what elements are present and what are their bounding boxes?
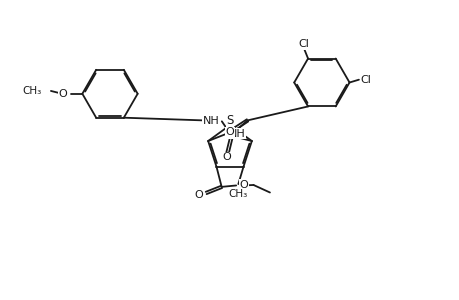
- Text: O: O: [222, 152, 231, 162]
- Text: O: O: [239, 180, 248, 190]
- Text: O: O: [58, 89, 67, 99]
- Text: NH: NH: [228, 128, 245, 139]
- Text: O: O: [225, 127, 234, 137]
- Text: Cl: Cl: [360, 75, 370, 85]
- Text: CH₃: CH₃: [228, 190, 247, 200]
- Text: S: S: [226, 114, 233, 127]
- Text: O: O: [194, 190, 202, 200]
- Text: NH: NH: [202, 116, 219, 126]
- Text: Cl: Cl: [298, 39, 309, 49]
- Text: CH₃: CH₃: [23, 86, 42, 96]
